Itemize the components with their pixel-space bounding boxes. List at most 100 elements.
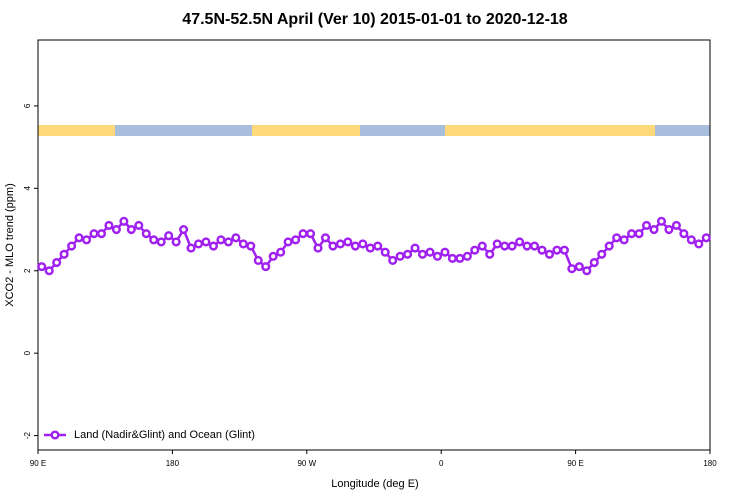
point [649, 224, 659, 235]
x-axis-label: Longitude (deg E) [331, 478, 418, 490]
point [246, 241, 256, 251]
ocean-band [360, 125, 445, 136]
point [641, 220, 652, 230]
point [634, 229, 644, 239]
point [686, 235, 696, 245]
point [59, 249, 69, 259]
point [604, 241, 614, 251]
point [231, 233, 241, 243]
point [500, 241, 510, 251]
point [455, 253, 465, 263]
land-band [252, 125, 360, 136]
point [425, 247, 435, 257]
point [701, 233, 711, 243]
x-tick-label: 0 [439, 459, 444, 468]
ocean-band [115, 125, 252, 136]
point [156, 237, 166, 247]
point [171, 237, 181, 247]
point [679, 229, 689, 239]
point [74, 233, 84, 243]
point [656, 216, 667, 226]
point [395, 251, 405, 261]
point [582, 266, 592, 276]
plot-frame [37, 39, 711, 451]
point [328, 241, 338, 251]
point [276, 247, 286, 257]
point [291, 235, 301, 245]
y-tick-label: 2 [23, 268, 32, 273]
point [612, 233, 622, 243]
point [358, 239, 368, 249]
point [216, 235, 226, 245]
legend-marker [50, 430, 60, 440]
point [380, 247, 390, 257]
point [343, 237, 353, 247]
point [462, 251, 472, 261]
x-tick-label: 180 [166, 459, 180, 468]
point [627, 229, 637, 239]
point [432, 251, 443, 261]
land-band [38, 125, 115, 136]
point [201, 237, 211, 247]
point [671, 220, 681, 230]
point [417, 249, 428, 259]
point [320, 233, 331, 243]
point [403, 249, 413, 259]
point [179, 224, 189, 235]
point [552, 245, 562, 255]
point [223, 237, 233, 247]
x-tick-label: 180 [703, 459, 717, 468]
point [589, 257, 599, 268]
x-tick-label: 90 E [30, 459, 46, 468]
point [544, 249, 555, 259]
point [104, 220, 114, 230]
point [238, 239, 248, 249]
point [567, 264, 577, 274]
point [126, 224, 136, 235]
land-ocean-band [38, 125, 710, 136]
point [89, 229, 99, 239]
y-axis-label: XCO2 - MLO trend (ppm) [4, 183, 16, 306]
point [298, 229, 308, 239]
point [268, 251, 278, 261]
point [313, 243, 323, 253]
point [522, 241, 532, 251]
point [134, 220, 144, 230]
chart-title: 47.5N-52.5N April (Ver 10) 2015-01-01 to… [182, 11, 568, 28]
point [52, 257, 62, 268]
point [261, 262, 271, 272]
point [365, 243, 375, 253]
point [37, 262, 47, 272]
point [253, 255, 263, 266]
point [694, 239, 704, 249]
point [44, 266, 54, 276]
point [492, 239, 502, 249]
point [470, 245, 480, 255]
point [529, 241, 540, 251]
point [186, 243, 196, 253]
point [507, 241, 517, 251]
point [388, 255, 398, 266]
point [119, 216, 129, 226]
point [447, 253, 457, 263]
point [477, 241, 487, 251]
x-tick-label: 90 E [567, 459, 583, 468]
point [335, 239, 345, 249]
ocean-band [655, 125, 710, 136]
point [81, 235, 92, 245]
point [515, 237, 525, 247]
point [597, 249, 607, 259]
y-tick-label: 4 [23, 186, 32, 191]
point [619, 235, 629, 245]
y-tick-label: 6 [23, 103, 32, 108]
point [67, 241, 77, 251]
point [350, 241, 360, 251]
legend-label: Land (Nadir&Glint) and Ocean (Glint) [74, 429, 255, 441]
point [574, 262, 584, 272]
point [410, 243, 420, 253]
point [141, 229, 151, 239]
y-tick-label: -2 [23, 431, 32, 439]
point [305, 229, 316, 239]
point [373, 241, 383, 251]
